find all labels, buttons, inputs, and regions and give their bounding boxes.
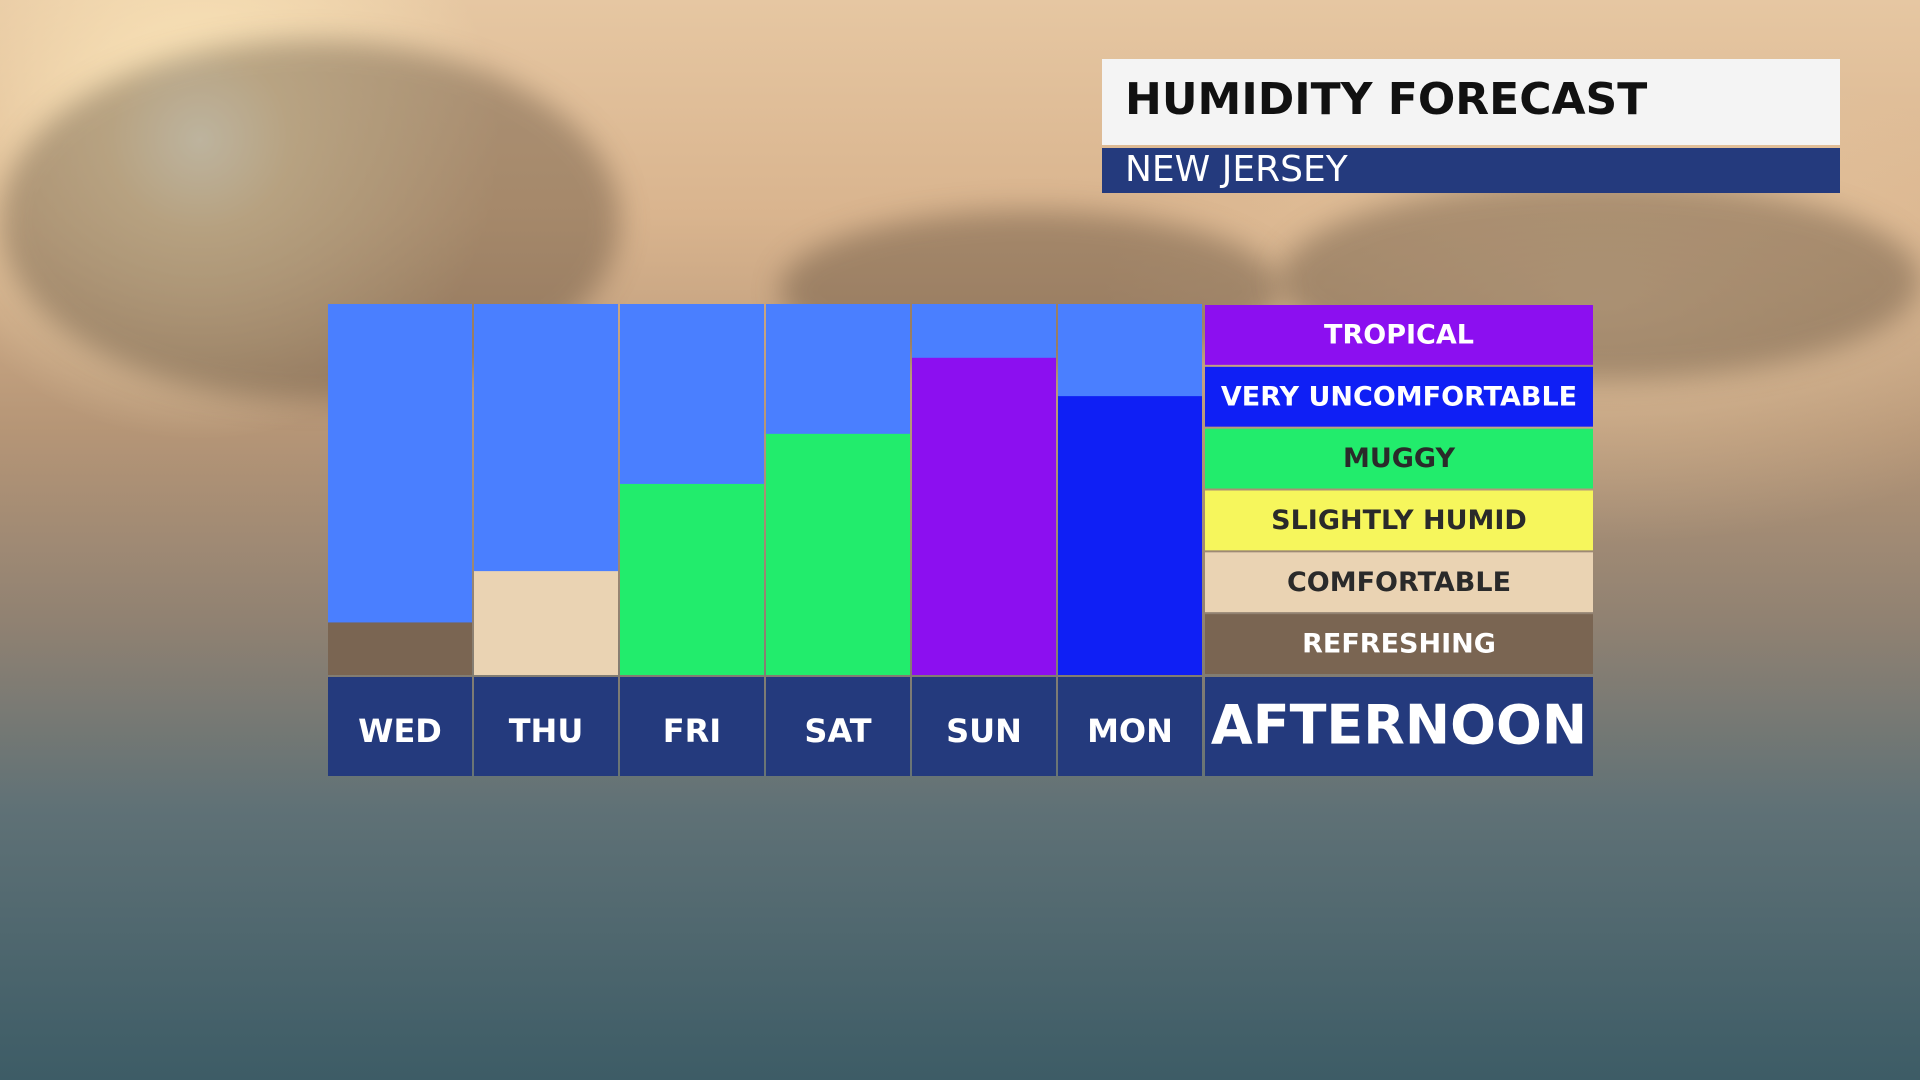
day-label-box xyxy=(912,677,1056,776)
legend-swatch xyxy=(1205,614,1593,674)
title-box xyxy=(1102,59,1840,145)
x-tick-label: FRI xyxy=(663,712,721,750)
chart-title: HUMIDITY FORECAST xyxy=(1125,74,1647,125)
legend-label: REFRESHING xyxy=(1302,629,1496,660)
legend-label: SLIGHTLY HUMID xyxy=(1271,505,1527,536)
day-label-box xyxy=(1058,677,1202,776)
day-label-box xyxy=(766,677,910,776)
bar xyxy=(766,433,910,675)
bar xyxy=(620,483,764,675)
x-tick-label: THU xyxy=(509,712,584,750)
x-tick-label: SAT xyxy=(804,712,871,750)
x-tick-label: SUN xyxy=(946,712,1022,750)
x-tick-label: WED xyxy=(358,712,442,750)
bar xyxy=(1058,396,1202,675)
chart-subtitle: NEW JERSEY xyxy=(1125,149,1349,190)
legend-label: TROPICAL xyxy=(1324,319,1474,350)
legend-swatch xyxy=(1205,428,1593,489)
legend-label: MUGGY xyxy=(1343,443,1456,474)
x-tick-label: MON xyxy=(1087,712,1173,750)
legend-swatch xyxy=(1205,552,1593,613)
day-label-box xyxy=(328,677,472,776)
bar xyxy=(474,571,618,675)
legend-label: COMFORTABLE xyxy=(1287,567,1511,598)
legend-label: VERY UNCOMFORTABLE xyxy=(1221,381,1577,412)
bar xyxy=(912,357,1056,675)
bar xyxy=(328,622,472,675)
subtitle-box xyxy=(1102,148,1840,193)
day-label-box xyxy=(474,677,618,776)
x-label-box xyxy=(1205,677,1593,776)
day-label-box xyxy=(620,677,764,776)
legend-swatch xyxy=(1205,366,1593,427)
legend-swatch xyxy=(1205,490,1593,551)
plot-column xyxy=(328,304,472,675)
legend-swatch xyxy=(1205,305,1593,365)
x-axis-label: AFTERNOON xyxy=(1211,694,1587,757)
